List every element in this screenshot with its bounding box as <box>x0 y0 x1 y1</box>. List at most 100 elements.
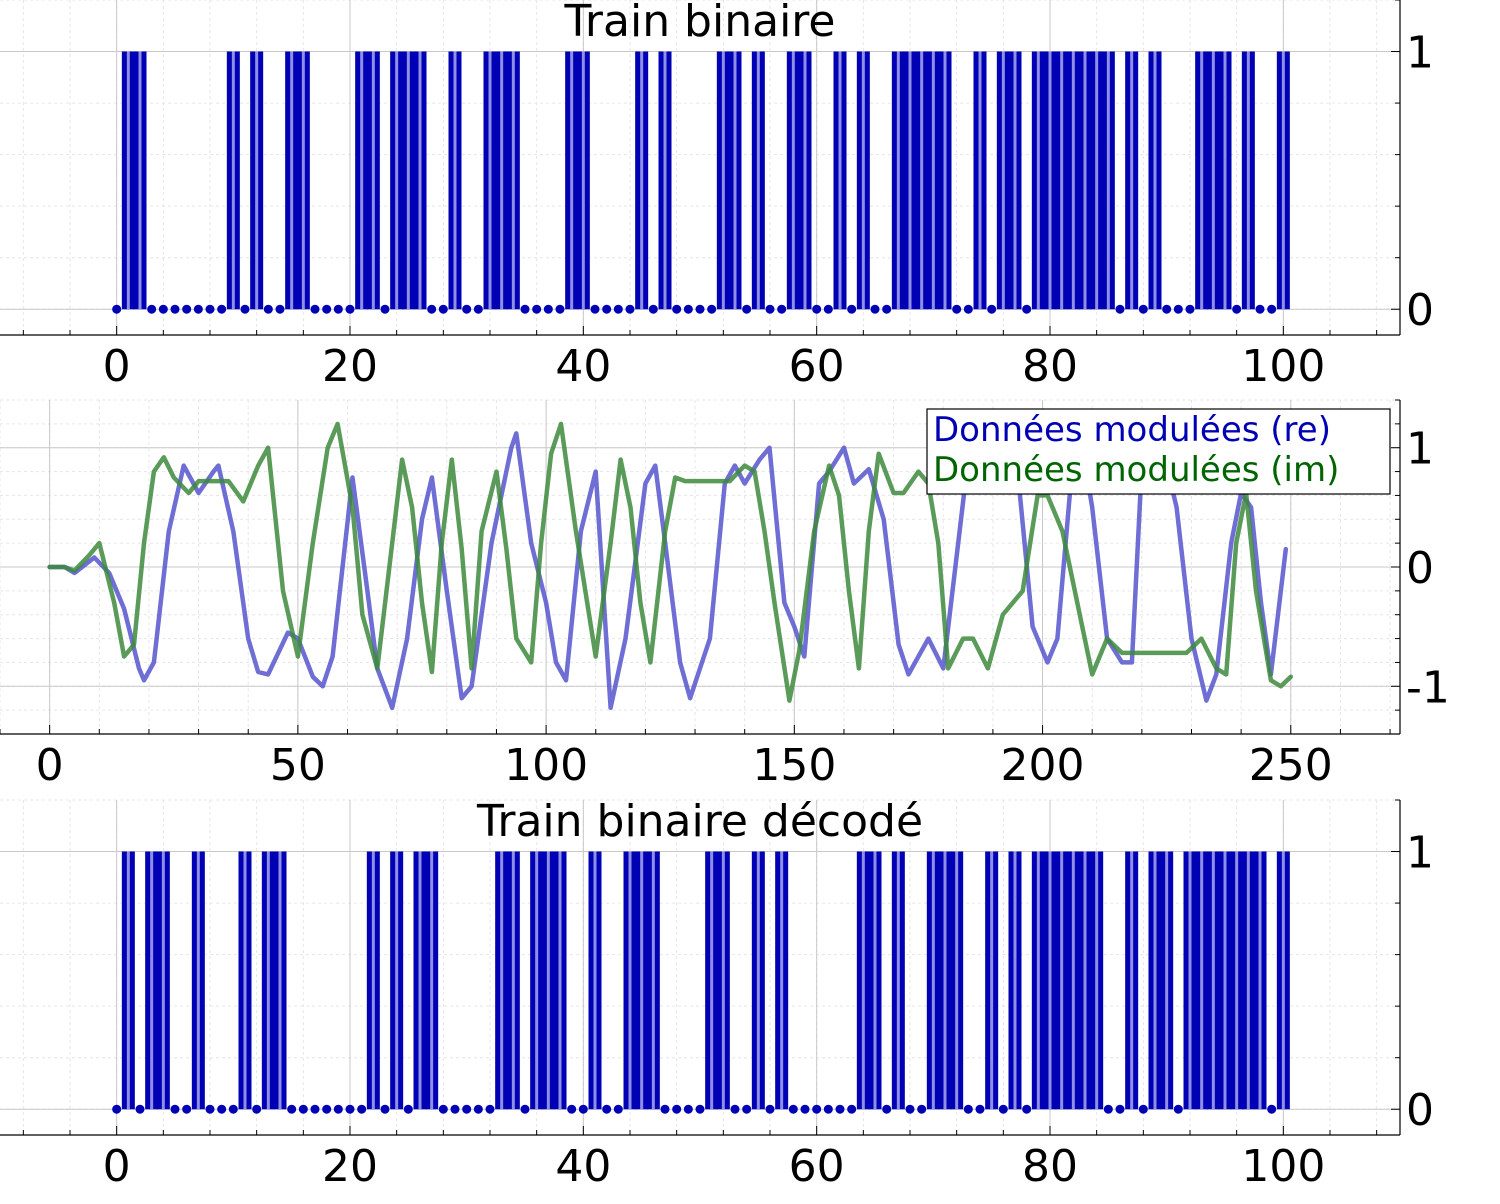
stem-marker <box>298 1104 308 1114</box>
x-tick-label: 20 <box>322 341 378 392</box>
stem-marker <box>228 1104 238 1114</box>
plot-area <box>112 851 1290 1114</box>
legend-entry-im: Données modulées (im) <box>933 450 1339 490</box>
stem-marker <box>263 304 273 314</box>
stem-marker <box>275 304 285 314</box>
stem-marker <box>683 1104 693 1114</box>
stem-marker <box>602 1104 612 1114</box>
panel-2: 0 50 100 150 200 250 -1 0 1 Données modulées (re)… <box>0 399 1450 791</box>
chart-title: Train binaire <box>564 0 836 47</box>
stem-marker <box>438 304 448 314</box>
stem-marker <box>147 304 157 314</box>
stem-marker <box>730 1104 740 1114</box>
stem-marker <box>473 304 483 314</box>
stem-marker <box>800 1104 810 1114</box>
stem-marker <box>777 304 787 314</box>
stem-marker <box>170 1104 180 1114</box>
stem-marker <box>1115 304 1125 314</box>
panel-1: 0 20 40 60 80 100 0 1 Train binaire <box>0 0 1434 392</box>
x-tick-label: 0 <box>36 740 64 791</box>
stem-marker <box>707 304 717 314</box>
stem-marker <box>765 304 775 314</box>
stem-marker <box>217 304 227 314</box>
stem-marker <box>905 1104 915 1114</box>
stem-marker <box>403 1104 413 1114</box>
plot-area <box>112 51 1290 314</box>
y-tick-label: 0 <box>1406 1085 1434 1136</box>
stem-marker <box>1267 1104 1277 1114</box>
stem-marker <box>1103 1104 1113 1114</box>
stem-marker <box>870 304 880 314</box>
stem-marker <box>205 304 215 314</box>
grid <box>0 0 1400 335</box>
stem-marker <box>333 304 343 314</box>
series-line-re <box>47 431 1289 711</box>
legend: Données modulées (re)Données modulées (i… <box>926 408 1391 495</box>
stem-marker <box>742 304 752 314</box>
x-tick-label: 40 <box>555 1141 611 1192</box>
stem-marker <box>182 1104 192 1114</box>
stem-marker <box>287 1104 297 1114</box>
stem-marker <box>205 1104 215 1114</box>
stem-marker <box>543 304 553 314</box>
stem-marker <box>1255 304 1265 314</box>
stem-marker <box>788 1104 798 1114</box>
stem-marker <box>158 304 168 314</box>
stem-marker <box>438 1104 448 1114</box>
stem-marker <box>835 1104 845 1114</box>
stem-marker <box>380 304 390 314</box>
stem-marker <box>963 1104 973 1114</box>
stem-marker <box>578 1104 588 1114</box>
stem-marker <box>660 1104 670 1114</box>
x-tick-label: 100 <box>1241 341 1325 392</box>
stem-marker <box>520 1104 530 1114</box>
stem-marker <box>567 1104 577 1114</box>
stem-marker <box>917 1104 927 1114</box>
stem-marker <box>310 1104 320 1114</box>
stem-marker <box>812 1104 822 1114</box>
y-tick-label: 1 <box>1406 424 1434 475</box>
stem-marker <box>310 304 320 314</box>
stem-marker <box>963 304 973 314</box>
stem-marker <box>695 1104 705 1114</box>
y-tick-label: 0 <box>1406 543 1434 594</box>
stem-marker <box>882 304 892 314</box>
stem-marker <box>112 1104 122 1114</box>
x-tick-label: 40 <box>555 341 611 392</box>
stem-marker <box>1022 304 1032 314</box>
stem-marker <box>590 304 600 314</box>
stem-marker <box>625 304 635 314</box>
x-tick-label: 150 <box>752 740 836 791</box>
stem-marker <box>182 304 192 314</box>
stem-marker <box>322 1104 332 1114</box>
stem-marker <box>648 304 658 314</box>
stem-marker <box>135 1104 145 1114</box>
plot-area <box>47 421 1294 711</box>
stem-marker <box>462 304 472 314</box>
stem-marker <box>252 1104 262 1114</box>
stem-marker <box>672 1104 682 1114</box>
stem-marker <box>380 1104 390 1114</box>
legend-box <box>926 408 1391 495</box>
x-tick-label: 50 <box>270 740 326 791</box>
stem-marker <box>345 304 355 314</box>
stem-marker <box>987 304 997 314</box>
x-tick-label: 100 <box>504 740 588 791</box>
stem-marker <box>345 1104 355 1114</box>
stem-marker <box>450 1104 460 1114</box>
stem-marker <box>613 304 623 314</box>
stem-marker <box>1115 1104 1125 1114</box>
legend-entry-re: Données modulées (re) <box>933 410 1331 450</box>
stem-marker <box>555 304 565 314</box>
stem-marker <box>847 304 857 314</box>
stem-marker <box>532 304 542 314</box>
chart-title: Train binaire décodé <box>476 796 923 847</box>
stem-marker <box>823 1104 833 1114</box>
series-line-im <box>47 421 1294 703</box>
stem-marker <box>333 1104 343 1114</box>
stem-marker <box>812 304 822 314</box>
y-tick-label: 0 <box>1406 285 1434 336</box>
x-tick-label: 100 <box>1241 1141 1325 1192</box>
